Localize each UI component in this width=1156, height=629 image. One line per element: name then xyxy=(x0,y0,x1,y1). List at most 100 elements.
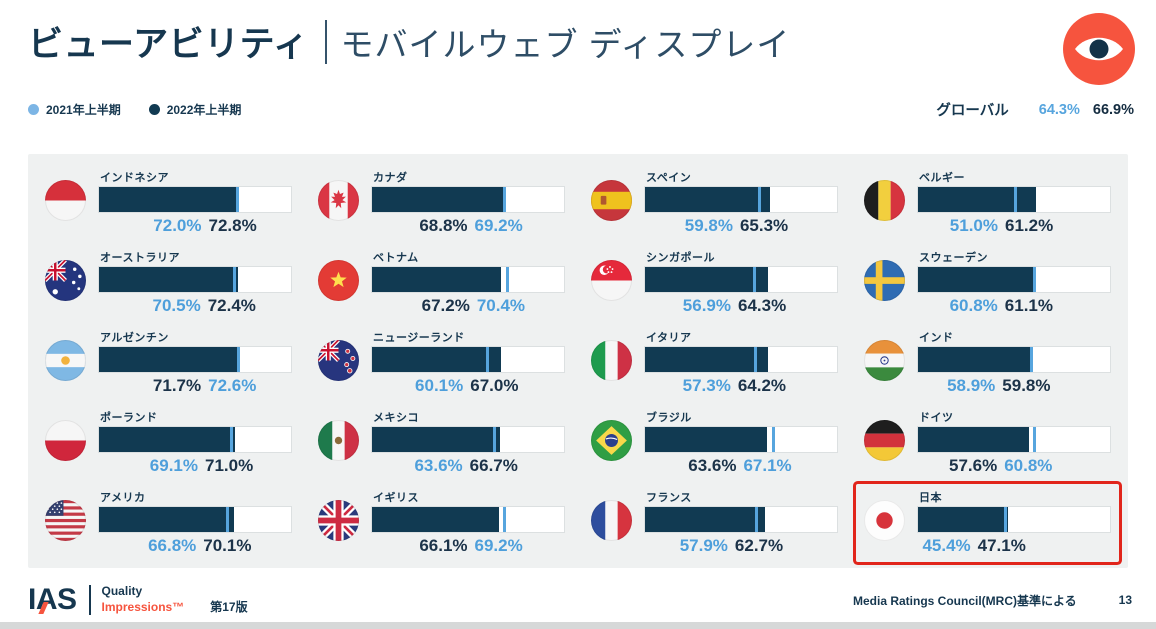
value-2021: 51.0% xyxy=(949,216,998,235)
bar-track xyxy=(644,506,838,533)
bar-fill-2022 xyxy=(918,507,1009,532)
value-row: 63.6% 67.1% xyxy=(644,456,838,477)
value-row: 59.8% 65.3% xyxy=(644,216,838,237)
value-row: 57.3% 64.2% xyxy=(644,376,838,397)
value-2021: 72.0% xyxy=(153,216,202,235)
value-2022: 71.7% xyxy=(152,376,202,395)
value-row: 69.1% 71.0% xyxy=(98,456,292,477)
value-2021: 60.8% xyxy=(949,296,998,315)
value-2022: 66.1% xyxy=(419,536,468,555)
bar-marker-2021 xyxy=(236,347,240,372)
value-pair: 68.8% 69.2% xyxy=(419,216,522,236)
bar-marker-2021 xyxy=(505,267,509,292)
bar-track xyxy=(371,266,565,293)
bar-fill-2022 xyxy=(645,267,769,292)
bar-track xyxy=(644,266,838,293)
bar-marker-2021 xyxy=(1014,187,1018,212)
value-2022: 61.2% xyxy=(1005,216,1054,235)
bar-marker-2021 xyxy=(503,187,507,212)
value-row: 72.0% 72.8% xyxy=(98,216,292,237)
value-2022: 72.4% xyxy=(207,296,256,315)
value-pair: 45.4% 47.1% xyxy=(922,536,1025,556)
value-2022: 64.3% xyxy=(738,296,787,315)
country-name: フランス xyxy=(646,492,692,504)
value-pair: 66.8% 70.1% xyxy=(148,536,251,556)
country-bar-group: シンガポール 56.9% 64.3% xyxy=(644,249,838,317)
bar-fill-2022 xyxy=(645,427,768,452)
flag-icon-mexico xyxy=(318,420,359,461)
bar-track xyxy=(371,426,565,453)
global-summary: グローバル 64.3% 66.9% xyxy=(936,99,1134,120)
value-row: 67.2% 70.4% xyxy=(371,296,565,317)
legend-dot-2021-icon xyxy=(28,104,39,115)
country-name: ベルギー xyxy=(919,172,965,184)
value-row: 57.6% 60.8% xyxy=(917,456,1111,477)
bar-marker-2021 xyxy=(758,187,762,212)
country-cell: アルゼンチン 71.7% 72.6% xyxy=(37,324,300,402)
bar-track xyxy=(98,506,292,533)
bar-fill-2022 xyxy=(918,427,1029,452)
value-row: 60.1% 67.0% xyxy=(371,376,565,397)
page-bottom-edge xyxy=(0,622,1156,629)
bar-marker-2021 xyxy=(753,347,757,372)
chart-legend: 2021年上半期 2022年上半期 xyxy=(28,101,241,118)
country-name: インド xyxy=(919,332,954,344)
value-2022: 72.8% xyxy=(208,216,257,235)
legend-item-2021: 2021年上半期 xyxy=(28,101,121,118)
bar-marker-2021 xyxy=(485,347,489,372)
country-cell: ベトナム 67.2% 70.4% xyxy=(310,244,573,322)
flag-icon-germany xyxy=(864,420,905,461)
bar-marker-2021 xyxy=(1033,267,1037,292)
value-2021: 45.4% xyxy=(922,536,971,555)
bar-marker-2021 xyxy=(1033,427,1037,452)
eye-icon xyxy=(1063,13,1135,85)
legend-label-2021: 2021年上半期 xyxy=(46,103,121,117)
value-2021: 60.1% xyxy=(415,376,464,395)
country-bar-group: フランス 57.9% 62.7% xyxy=(644,489,838,557)
bar-marker-2021 xyxy=(232,267,236,292)
country-bar-group: アメリカ 66.8% 70.1% xyxy=(98,489,292,557)
value-pair: 59.8% 65.3% xyxy=(685,216,788,236)
value-row: 70.5% 72.4% xyxy=(98,296,292,317)
page-title: ビューアビリティ モバイルウェブ ディスプレイ xyxy=(28,16,790,67)
country-bar-group: オーストラリア 70.5% 72.4% xyxy=(98,249,292,317)
mrc-note: Media Ratings Council(MRC)基準による xyxy=(853,593,1077,608)
flag-icon-japan xyxy=(864,500,905,541)
page-number: 13 xyxy=(1118,593,1132,607)
country-name: イタリア xyxy=(646,332,692,344)
value-row: 60.8% 61.1% xyxy=(917,296,1111,317)
country-bar-group: イギリス 66.1% 69.2% xyxy=(371,489,565,557)
bar-track xyxy=(917,346,1111,373)
bar-track xyxy=(917,186,1111,213)
value-row: 63.6% 66.7% xyxy=(371,456,565,477)
flag-icon-usa xyxy=(45,500,86,541)
value-2021: 60.8% xyxy=(1004,456,1053,475)
value-row: 57.9% 62.7% xyxy=(644,536,838,557)
country-name: スウェーデン xyxy=(919,252,988,264)
flag-icon-australia xyxy=(45,260,86,301)
country-bar-group: ベトナム 67.2% 70.4% xyxy=(371,249,565,317)
chart-panel: インドネシア 72.0% 72.8% オーストラリア 70.5% xyxy=(28,154,1128,568)
bar-fill-2022 xyxy=(372,347,501,372)
flag-icon-france xyxy=(591,500,632,541)
country-name: シンガポール xyxy=(646,252,715,264)
country-cell: カナダ 68.8% 69.2% xyxy=(310,164,573,242)
value-2022: 65.3% xyxy=(739,216,789,235)
bar-marker-2021 xyxy=(772,427,776,452)
country-cell: イタリア 57.3% 64.2% xyxy=(583,324,846,402)
tagline-impressions: Impressions™ xyxy=(101,600,185,614)
flag-icon-singapore xyxy=(591,260,632,301)
global-value-2022: 66.9% xyxy=(1092,101,1134,118)
value-pair: 58.9% 59.8% xyxy=(947,376,1050,396)
country-cell: インド 58.9% 59.8% xyxy=(856,324,1119,402)
footer: IAS Quality Impressions™ 第17版 Media Rati… xyxy=(28,582,1132,618)
value-2021: 63.6% xyxy=(414,456,463,475)
country-name: ポーランド xyxy=(100,412,158,424)
value-pair: 70.5% 72.4% xyxy=(153,296,256,316)
value-2021: 69.1% xyxy=(149,456,198,475)
bar-fill-2022 xyxy=(645,507,766,532)
country-cell: ブラジル 63.6% 67.1% xyxy=(583,404,846,482)
country-name: イギリス xyxy=(373,492,419,504)
footer-divider xyxy=(88,585,91,615)
